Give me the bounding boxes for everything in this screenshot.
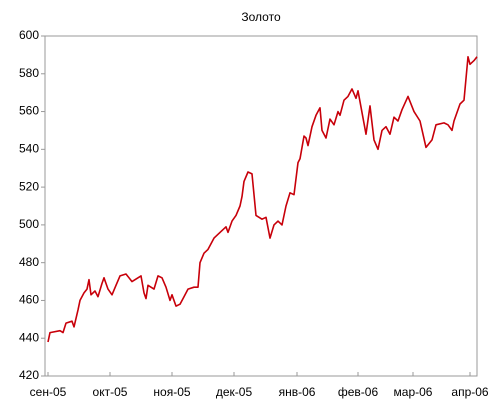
x-tick-label: янв-06 xyxy=(279,385,316,399)
x-tick-label: фев-06 xyxy=(338,385,379,399)
y-tick-label: 540 xyxy=(19,142,39,156)
y-tick-label: 420 xyxy=(19,368,39,382)
y-tick-label: 600 xyxy=(19,28,39,42)
x-tick-label: ноя-05 xyxy=(153,385,190,399)
y-tick-label: 560 xyxy=(19,104,39,118)
x-tick-label: сен-05 xyxy=(30,385,67,399)
x-tick-label: апр-06 xyxy=(451,385,489,399)
y-tick-label: 580 xyxy=(19,66,39,80)
plot-frame xyxy=(44,35,478,377)
x-tick-label: окт-05 xyxy=(93,385,128,399)
chart-title: Золото xyxy=(241,10,281,24)
y-tick-label: 520 xyxy=(19,179,39,193)
line xyxy=(47,56,478,343)
y-tick-label: 480 xyxy=(19,255,39,269)
x-tick-label: дек-05 xyxy=(216,385,253,399)
y-tick-label: 440 xyxy=(19,330,39,344)
y-tick-label: 500 xyxy=(19,217,39,231)
x-tick-label: мар-06 xyxy=(394,385,433,399)
y-tick-label: 460 xyxy=(19,293,39,307)
